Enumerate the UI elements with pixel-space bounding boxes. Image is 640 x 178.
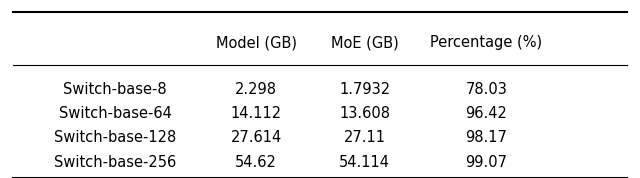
Text: Model (GB): Model (GB) [216,35,296,50]
Text: 2.298: 2.298 [235,82,277,96]
Text: 78.03: 78.03 [465,82,508,96]
Text: 27.11: 27.11 [344,130,386,145]
Text: Switch-base-128: Switch-base-128 [54,130,177,145]
Text: Switch-base-256: Switch-base-256 [54,155,177,170]
Text: 96.42: 96.42 [465,106,508,121]
Text: 98.17: 98.17 [465,130,508,145]
Text: 99.07: 99.07 [465,155,508,170]
Text: 13.608: 13.608 [339,106,390,121]
Text: Percentage (%): Percentage (%) [430,35,543,50]
Text: Switch-base-8: Switch-base-8 [63,82,167,96]
Text: 14.112: 14.112 [230,106,282,121]
Text: Switch-base-64: Switch-base-64 [59,106,172,121]
Text: 54.62: 54.62 [235,155,277,170]
Text: MoE (GB): MoE (GB) [331,35,399,50]
Text: 27.614: 27.614 [230,130,282,145]
Text: 1.7932: 1.7932 [339,82,390,96]
Text: 54.114: 54.114 [339,155,390,170]
